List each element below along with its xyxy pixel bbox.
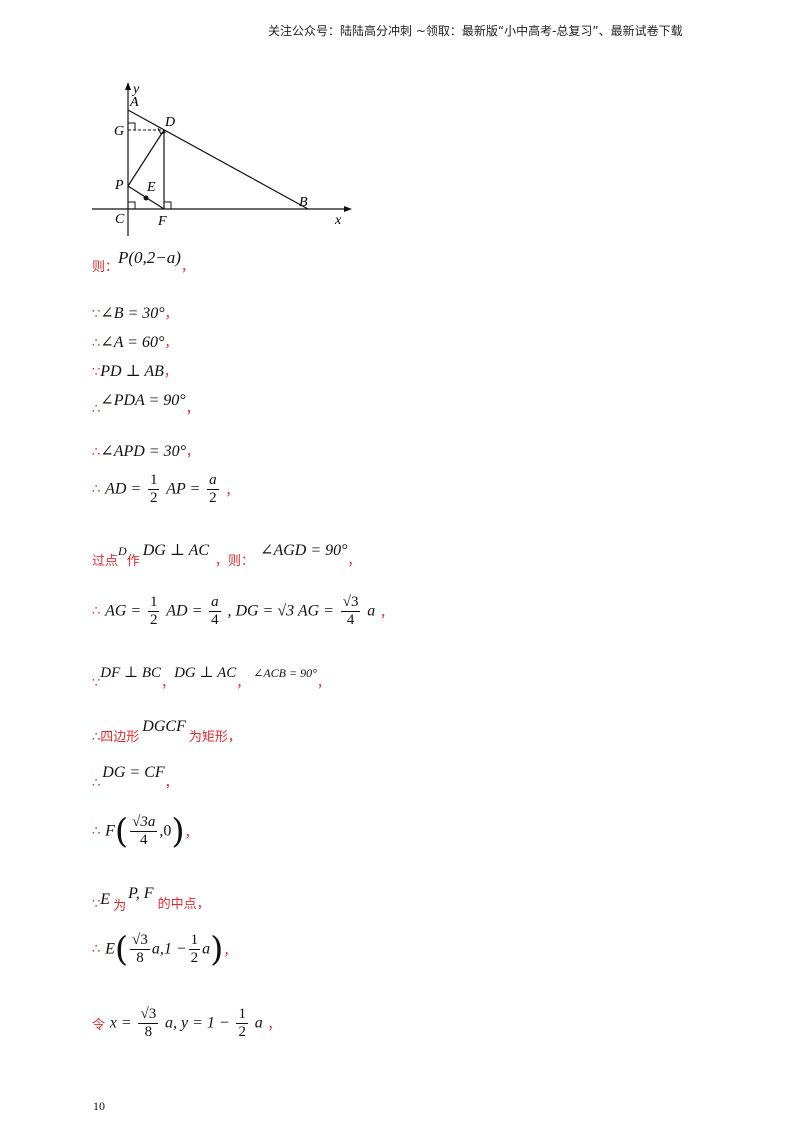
page-header: 关注公众号：陆陆高分冲刺 ~领取：最新版“小中高考-总复习”、最新试卷下载 [268,24,683,38]
label-B: B [299,195,308,210]
fraction-sqrt3-over-4: √3 4 [340,594,361,628]
solution-line-4: ∵PD ⊥ AB， [92,363,177,380]
solution-line-12: ∴DG = CF， [92,764,178,791]
label-y: y [131,82,140,97]
solution-line-14: ∵E 为P, F的中点， [92,885,210,914]
fraction-sqrt3-over-8: √3 8 [130,932,150,966]
expr-angle-pda: ∠PDA = 90° [100,392,186,409]
label-F: F [157,214,167,229]
point-E [143,195,149,201]
segment-PD [127,129,165,187]
page-number: 10 [93,1099,105,1113]
label-G: G [114,124,124,139]
label-C: C [115,212,125,227]
expr-p-coord: P(0,2−a) [118,248,181,267]
expr-angle-apd: ∠APD = 30° [100,443,186,460]
solution-line-3: ∴∠A = 60°， [92,334,178,351]
solution-line-15: ∴ E(√3 8 a,1 −1 2 a)， [92,929,237,970]
text-ze: 则： [92,260,119,275]
geometry-figure: y A D G P E C F B x [92,82,352,236]
expr-angle-a: ∠A = 60° [100,334,165,351]
fraction-sqrt3a-over-4: √3a 4 [130,814,158,848]
solution-line-6: ∴∠APD = 30°， [92,443,199,460]
expr-pd-perp-ab: PD ⊥ AB [100,363,164,380]
label-A: A [129,95,139,110]
right-angle-G [128,122,136,130]
solution-line-2: ∵∠B = 30°， [92,305,178,322]
label-E: E [146,180,156,195]
x-axis-arrow [344,206,352,212]
solution-line-8: 过点D作DG ⊥ AC，则：∠AGD = 90°， [92,542,361,569]
label-P: P [114,178,124,193]
y-axis-arrow [125,82,131,90]
segment-AB [127,109,309,210]
solution-line-5: ∴∠PDA = 90°， [92,392,199,417]
solution-line-1: 则：P(0,2−a)， [92,248,194,275]
label-x: x [334,213,342,228]
solution-line-13: ∴ F(√3a 4,0)， [92,811,198,852]
right-angle-C [128,201,136,209]
solution-line-10: ∵DF ⊥ BC，DG ⊥ AC，∠ACB = 90°， [92,665,330,691]
right-angle-D [157,127,167,135]
solution-line-11: ∴四边形DGCF为矩形， [92,718,241,745]
expr-angle-b: ∠B = 30° [100,305,165,322]
fraction-sqrt3-over-8-2: √3 8 [138,1006,159,1040]
label-D: D [164,115,175,130]
right-angle-F [164,201,172,209]
